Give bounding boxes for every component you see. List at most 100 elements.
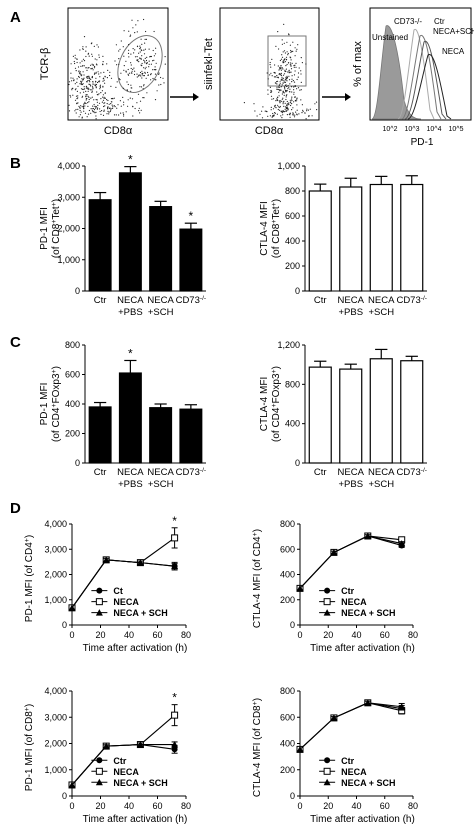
event-dot (93, 99, 95, 101)
event-dot (139, 74, 141, 76)
event-dot (158, 84, 160, 86)
chart-c-left: 0200400600800Ctr*NECA+PBSNECA+SCHCD73-/-… (39, 340, 206, 490)
y-tick-label: 0 (62, 791, 67, 801)
legend-marker (324, 587, 331, 594)
event-dot (83, 60, 86, 62)
event-dot (128, 30, 130, 32)
event-dot (93, 45, 95, 48)
event-dot (296, 109, 298, 111)
event-dot (136, 45, 139, 48)
event-dot (253, 103, 255, 105)
event-dot (75, 88, 77, 90)
data-point (102, 556, 110, 563)
event-dot (74, 67, 77, 69)
event-dot (102, 78, 104, 80)
event-dot (269, 115, 271, 117)
data-point (171, 562, 179, 570)
event-dot (295, 111, 297, 113)
event-dot (276, 88, 278, 90)
event-dot (286, 103, 288, 105)
event-dot (93, 73, 96, 75)
event-dot (280, 72, 282, 74)
event-dot (278, 91, 280, 93)
event-dot (68, 110, 71, 112)
category-label: NECA (338, 295, 365, 306)
event-dot (145, 59, 148, 62)
event-dot (78, 75, 80, 78)
event-dot (281, 79, 283, 81)
event-dot (80, 80, 82, 82)
event-dot (78, 72, 80, 74)
hist-tick-2: 10^3 (405, 126, 420, 133)
event-dot (94, 58, 96, 60)
event-dot (287, 107, 289, 109)
event-dot (271, 58, 273, 61)
event-dot (87, 67, 89, 69)
event-dot (81, 83, 83, 86)
event-dot (82, 58, 85, 60)
y-tick-label: 1,000 (57, 255, 80, 265)
x-tick-label: 60 (380, 630, 390, 640)
event-dot (88, 83, 90, 85)
x-tick-label: 80 (408, 801, 418, 811)
event-dot (271, 98, 273, 100)
event-dot (103, 105, 105, 108)
legend-marker (323, 778, 331, 786)
event-dot (134, 31, 136, 34)
event-dot (120, 105, 122, 107)
event-dot (283, 80, 285, 82)
event-dot (75, 112, 77, 114)
event-dot (136, 60, 139, 62)
category-label: +PBS (118, 307, 143, 318)
event-dot (115, 114, 117, 116)
event-dot (290, 49, 292, 52)
event-dot (139, 47, 142, 49)
event-dot (104, 92, 106, 94)
event-dot (80, 88, 83, 90)
event-dot (280, 86, 282, 88)
x-tick-label: 60 (152, 801, 162, 811)
category-label: NECA (338, 467, 365, 478)
y-tick-label: 800 (280, 686, 295, 696)
event-dot (282, 68, 284, 70)
event-dot (298, 113, 300, 115)
event-dot (109, 110, 111, 113)
significance-star: * (128, 346, 133, 360)
event-dot (86, 94, 88, 96)
event-dot (277, 31, 279, 33)
event-dot (150, 74, 152, 76)
event-dot (292, 114, 294, 116)
event-dot (283, 50, 286, 52)
event-dot (282, 101, 284, 103)
legend-label: NECA + SCH (341, 608, 395, 618)
event-dot (291, 103, 293, 105)
event-dot (70, 96, 72, 98)
event-dot (107, 110, 109, 112)
event-dot (85, 94, 87, 96)
event-dot (138, 75, 140, 77)
legend-label: NECA (341, 767, 367, 777)
event-dot (287, 88, 289, 90)
hist-legend-cd73: CD73-/- (394, 17, 422, 26)
event-dot (131, 19, 133, 21)
event-dot (137, 59, 139, 61)
event-dot (139, 86, 141, 88)
event-dot (123, 101, 125, 103)
event-dot (88, 77, 90, 79)
event-dot (292, 112, 294, 114)
event-dot (82, 105, 84, 107)
event-dot (274, 106, 276, 108)
event-dot (90, 78, 92, 80)
event-dot (78, 105, 80, 107)
event-dot (139, 100, 142, 102)
event-dot (116, 81, 118, 83)
x-tick-label: 40 (124, 801, 134, 811)
event-dot (141, 70, 143, 72)
flow2-xlabel: CD8α (255, 125, 284, 137)
event-dot (87, 77, 89, 79)
y-axis-label: (of CD4+FOxp3+) (51, 366, 63, 442)
event-dot (130, 72, 133, 74)
event-dot (292, 50, 294, 53)
event-dot (154, 99, 157, 101)
